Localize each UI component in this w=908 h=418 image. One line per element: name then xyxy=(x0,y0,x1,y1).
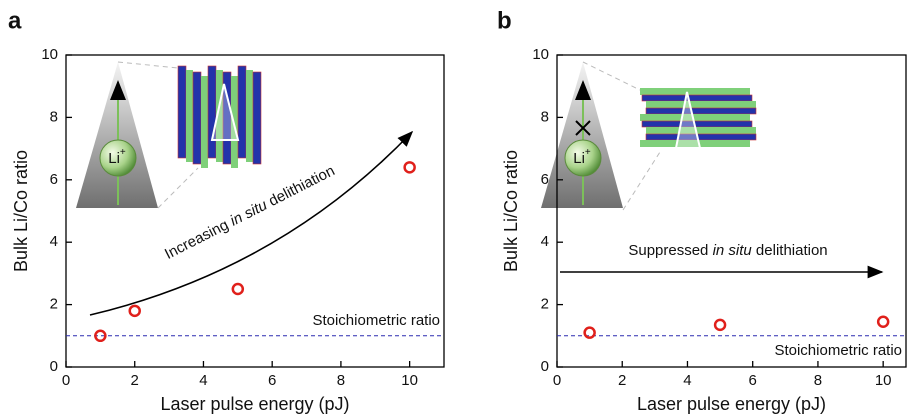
ion-symbol: Li xyxy=(108,150,120,167)
annotation: Suppressed in situ delithiation xyxy=(628,242,827,259)
zoom-lines xyxy=(582,61,661,211)
y-tick-label: 4 xyxy=(541,233,549,250)
ion xyxy=(564,139,602,177)
panel-letter: a xyxy=(8,7,22,34)
ion-charge: + xyxy=(585,147,591,158)
zoom-cone xyxy=(674,91,702,149)
y-tick-label: 2 xyxy=(50,296,58,313)
crystal-layer xyxy=(237,65,247,159)
data-point xyxy=(231,282,245,296)
y-tick-label: 10 xyxy=(41,46,58,63)
x-tick-label: 10 xyxy=(875,372,892,389)
x-tick-label: 4 xyxy=(683,372,691,389)
crystal-layer xyxy=(640,140,750,147)
y-tick-label: 4 xyxy=(50,233,58,250)
x-tick-label: 2 xyxy=(131,372,139,389)
data-point xyxy=(94,329,107,343)
y-tick-label: 2 xyxy=(541,296,549,313)
crystal-layer xyxy=(646,127,756,134)
ion-label: Li+ xyxy=(573,147,591,167)
x-axis-title: Laser pulse energy (pJ) xyxy=(160,394,349,414)
crystal-layer xyxy=(645,133,757,141)
crystal-layer xyxy=(177,65,187,159)
x-tick-label: 8 xyxy=(337,372,345,389)
crystal-layer xyxy=(252,71,262,165)
annotation-part: Increasing xyxy=(162,214,235,262)
ion-label: Li+ xyxy=(108,147,126,167)
ion-symbol: Li xyxy=(573,150,585,167)
annotation: Increasing in situ delithiation xyxy=(162,162,338,263)
y-tick-label: 0 xyxy=(541,358,549,375)
y-tick-label: 10 xyxy=(532,46,549,63)
data-point xyxy=(583,326,596,339)
zoom-cone xyxy=(210,83,240,141)
plot-frame xyxy=(556,54,907,368)
crystal-layer xyxy=(186,70,193,162)
ion xyxy=(99,139,137,177)
annotation-part: delithiation xyxy=(752,242,828,259)
y-tick-label: 8 xyxy=(541,108,549,125)
blocked-mark xyxy=(575,120,591,136)
annotation-part: delithiation xyxy=(262,162,337,212)
plot-frame xyxy=(65,54,445,368)
y-tick-label: 6 xyxy=(50,171,58,188)
crystal-layer xyxy=(192,71,202,165)
crystal-layer xyxy=(207,65,217,159)
x-tick-label: 6 xyxy=(749,372,757,389)
data-point xyxy=(128,304,141,318)
y-axis-title: Bulk Li/Co ratio xyxy=(501,150,521,272)
x-tick-label: 4 xyxy=(199,372,207,389)
x-axis-title: Laser pulse energy (pJ) xyxy=(637,394,826,414)
crystal-layer xyxy=(246,70,253,162)
trend-arrow xyxy=(89,130,414,316)
x-tick-label: 6 xyxy=(268,372,276,389)
crystal-layer xyxy=(641,120,753,128)
annotation-part: Suppressed xyxy=(628,242,712,259)
panel-letter: b xyxy=(497,7,512,34)
zoom-lines xyxy=(117,61,199,209)
y-tick-label: 0 xyxy=(50,358,58,375)
reference-label: Stoichiometric ratio xyxy=(774,342,902,359)
crystal-layer xyxy=(640,114,750,121)
data-point xyxy=(403,161,416,174)
y-tick-label: 6 xyxy=(541,171,549,188)
y-axis-title: Bulk Li/Co ratio xyxy=(11,150,31,272)
crystal-layer xyxy=(640,88,750,95)
x-tick-label: 0 xyxy=(553,372,561,389)
crystal-layer xyxy=(216,70,223,162)
y-tick-label: 8 xyxy=(50,108,58,125)
ion-charge: + xyxy=(120,147,126,158)
crystal-layer xyxy=(645,107,757,115)
x-tick-label: 8 xyxy=(814,372,822,389)
x-tick-label: 0 xyxy=(62,372,70,389)
x-tick-label: 10 xyxy=(401,372,418,389)
annotation-part: in situ xyxy=(713,242,753,259)
crystal-layer xyxy=(641,94,753,102)
x-tick-label: 2 xyxy=(618,372,626,389)
data-point xyxy=(876,315,890,329)
crystal-layer xyxy=(646,101,756,108)
crystal-layer xyxy=(201,76,208,168)
data-point xyxy=(713,318,727,332)
reference-label: Stoichiometric ratio xyxy=(312,312,440,329)
